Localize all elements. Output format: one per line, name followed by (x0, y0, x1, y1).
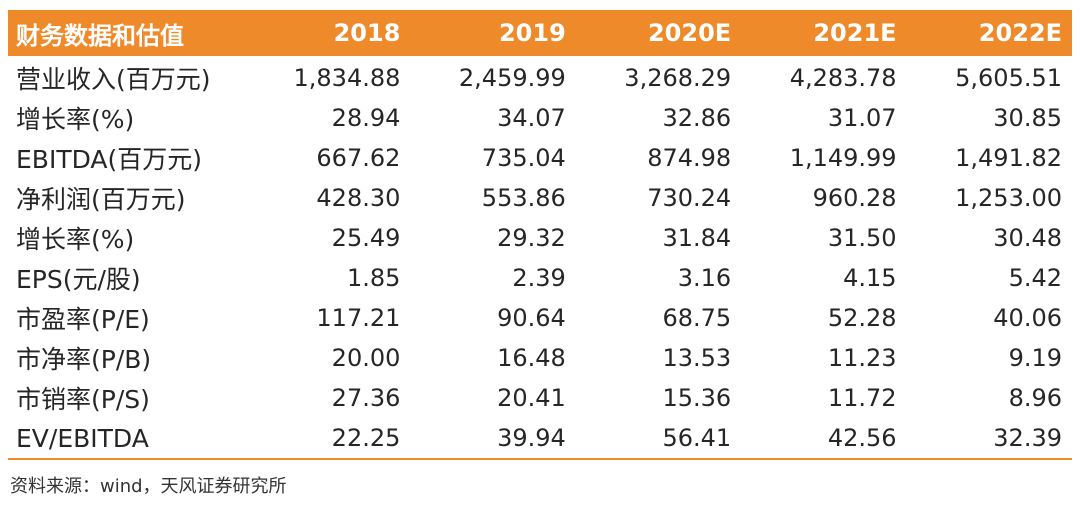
table-cell: 874.98 (647, 144, 732, 172)
row-label: 市盈率(P/E) (16, 305, 150, 334)
table-cell: 3.16 (677, 264, 732, 292)
source-note: 资料来源：wind，天风证券研究所 (10, 476, 287, 497)
row-label: 净利润(百万元) (16, 185, 186, 214)
table-cell: 90.64 (497, 304, 566, 332)
row-label: 营业收入(百万元) (16, 65, 211, 94)
table-cell: 4.15 (843, 264, 897, 292)
table-cell: 30.85 (993, 104, 1062, 132)
table-cell: 8.96 (1008, 384, 1062, 412)
table-cell: 56.41 (575, 418, 742, 460)
table-cell: 11.23 (827, 344, 897, 372)
table-cell: 20.41 (497, 384, 566, 412)
table-row: 市销率(P/S) 27.36 20.41 15.36 11.72 8.96 (8, 378, 1072, 418)
table-row: EBITDA(百万元) 667.62 735.04 874.98 1,149.9… (8, 138, 1072, 178)
table-cell: 22.25 (245, 418, 411, 460)
table-row: 营业收入(百万元) 1,834.88 2,459.99 3,268.29 4,2… (8, 56, 1072, 98)
table-cell: 32.86 (662, 104, 732, 132)
table-cell: 1,491.82 (955, 144, 1062, 172)
financial-data-table: 财务数据和估值 2018 2019 2020E 2021E 2022E 营业收入… (8, 10, 1072, 460)
row-label: EBITDA(百万元) (16, 145, 203, 174)
table-cell: 730.24 (647, 184, 732, 212)
table-cell: 5,605.51 (955, 64, 1062, 92)
table-cell: 42.56 (741, 418, 907, 460)
table-cell: 553.86 (481, 184, 566, 212)
header-year-2021e: 2021E (741, 10, 907, 56)
table-cell: 31.07 (827, 104, 897, 132)
table-cell: 68.75 (662, 304, 732, 332)
table-row: 市净率(P/B) 20.00 16.48 13.53 11.23 9.19 (8, 338, 1072, 378)
table-row: 市盈率(P/E) 117.21 90.64 68.75 52.28 40.06 (8, 298, 1072, 338)
table-row: 增长率(%) 28.94 34.07 32.86 31.07 30.85 (8, 98, 1072, 138)
table-row: 增长率(%) 25.49 29.32 31.84 31.50 30.48 (8, 218, 1072, 258)
table-cell: 1.85 (346, 264, 401, 292)
table-cell: 34.07 (497, 104, 566, 132)
table-cell: 39.94 (410, 418, 576, 460)
table-header-row: 财务数据和估值 2018 2019 2020E 2021E 2022E (8, 10, 1072, 56)
table-cell: 2.39 (512, 264, 566, 292)
table-cell: 27.36 (331, 384, 401, 412)
table-cell: 13.53 (662, 344, 732, 372)
row-label: 增长率(%) (16, 105, 135, 134)
header-year-2020e: 2020E (575, 10, 742, 56)
table-cell: 5.42 (1008, 264, 1062, 292)
table-row: EV/EBITDA 22.25 39.94 56.41 42.56 32.39 (8, 418, 1072, 460)
table-cell: 25.49 (331, 224, 401, 252)
table-cell: 3,268.29 (624, 64, 732, 92)
table-cell: 9.19 (1008, 344, 1062, 372)
row-label: EPS(元/股) (16, 265, 141, 294)
header-year-2018: 2018 (245, 10, 411, 56)
table-cell: 1,253.00 (955, 184, 1062, 212)
row-label: 市净率(P/B) (16, 345, 152, 374)
table-cell: 15.36 (662, 384, 732, 412)
table-cell: 1,834.88 (293, 64, 401, 92)
table-row: EPS(元/股) 1.85 2.39 3.16 4.15 5.42 (8, 258, 1072, 298)
table-cell: 32.39 (906, 418, 1072, 460)
table-cell: 667.62 (316, 144, 401, 172)
table-cell: 28.94 (331, 104, 401, 132)
header-year-2019: 2019 (410, 10, 576, 56)
table-cell: 31.50 (827, 224, 897, 252)
table-cell: 735.04 (481, 144, 566, 172)
header-year-2022e: 2022E (906, 10, 1072, 56)
table-cell: 960.28 (812, 184, 897, 212)
table-cell: 11.72 (827, 384, 897, 412)
table-cell: 1,149.99 (789, 144, 897, 172)
table-cell: 30.48 (993, 224, 1062, 252)
table-cell: 4,283.78 (789, 64, 897, 92)
table-cell: 31.84 (662, 224, 732, 252)
row-label: 市销率(P/S) (16, 385, 150, 414)
row-label: 增长率(%) (16, 225, 135, 254)
table-cell: 2,459.99 (458, 64, 566, 92)
header-title: 财务数据和估值 (8, 10, 245, 56)
table-row: 净利润(百万元) 428.30 553.86 730.24 960.28 1,2… (8, 178, 1072, 218)
table-cell: 428.30 (316, 184, 401, 212)
table-cell: 29.32 (497, 224, 566, 252)
table-cell: 16.48 (497, 344, 566, 372)
table-cell: 20.00 (331, 344, 401, 372)
table-cell: 117.21 (316, 304, 401, 332)
row-label: EV/EBITDA (8, 418, 245, 460)
table-cell: 52.28 (827, 304, 897, 332)
table-cell: 40.06 (993, 304, 1062, 332)
